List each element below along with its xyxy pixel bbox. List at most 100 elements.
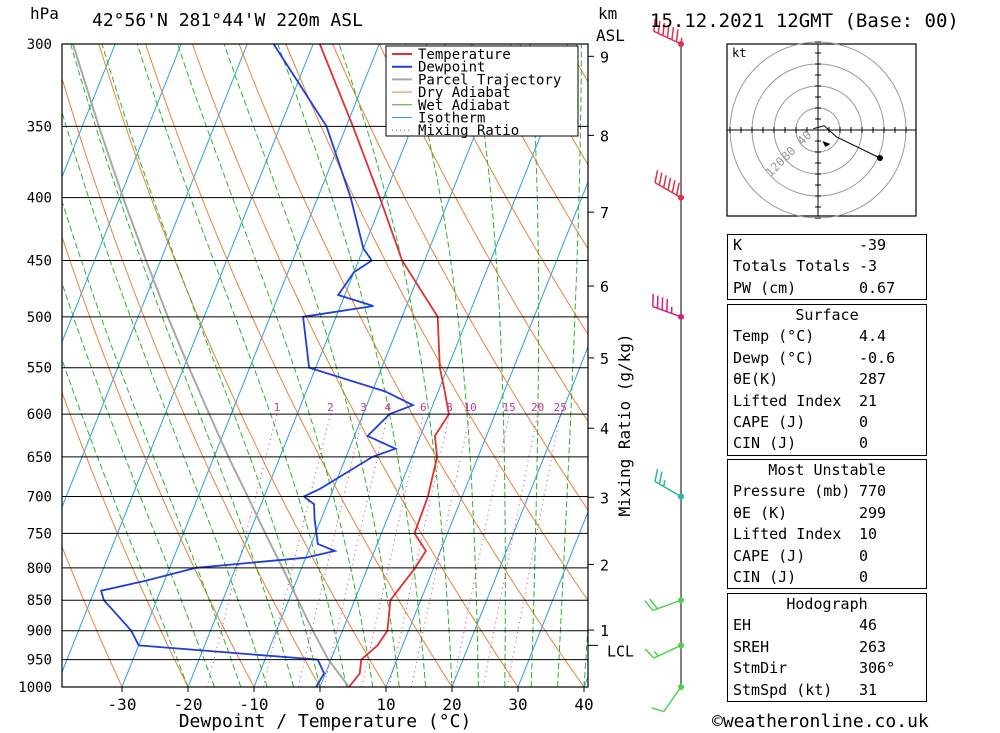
- row-label: CIN (J): [733, 434, 797, 453]
- legend-entry: Dry Adiabat: [418, 85, 511, 101]
- row-value: 263: [859, 637, 887, 656]
- mixing-ratio-line: [452, 414, 510, 687]
- wind-barb-flag: [675, 29, 679, 42]
- plot-border: [61, 43, 589, 688]
- wind-barb-flag: [658, 471, 663, 485]
- surface-title: Surface: [795, 306, 859, 324]
- wind-barb-flag: [671, 27, 675, 40]
- pressure-tick-label: 600: [27, 407, 52, 423]
- wet-adiabat-line: [70, 44, 295, 687]
- wet-adiabat-line: [223, 44, 400, 687]
- most-unstable-box: Most Unstable Pressure (mb) 770 θE (K) 299 L…: [727, 459, 927, 590]
- surface-row: CAPE (J) 0: [728, 412, 926, 433]
- row-value: 0: [859, 434, 869, 453]
- dry-adiabat-line: [62, 545, 123, 687]
- wind-barb-half-flag: [653, 650, 659, 657]
- totals-row: Totals Totals -3: [728, 256, 926, 277]
- pressure-tick-label: 500: [27, 310, 52, 326]
- pw-value: 0.67: [859, 278, 896, 297]
- wind-barb-flag: [675, 182, 680, 196]
- isotherm-line: [62, 44, 116, 179]
- wind-barb-flag: [654, 468, 659, 482]
- surface-box: Surface Temp (°C) 4.4 Dewp (°C) -0.6 θE(K) 28…: [727, 304, 927, 456]
- legend-entry: Wet Adiabat: [418, 98, 511, 114]
- hodograph-box-row: StmSpd (kt) 31: [728, 680, 926, 701]
- dry-adiabat-line: [378, 44, 588, 423]
- surface-row: Dewp (°C) -0.6: [728, 348, 926, 369]
- wind-barb-flag: [644, 600, 654, 611]
- wind-barb-flag: [658, 172, 663, 186]
- wet-adiabat-line: [470, 44, 506, 687]
- surface-row: Lifted Index 21: [728, 391, 926, 412]
- isotherm-line: [517, 510, 588, 687]
- sounding-lines: [72, 44, 450, 687]
- wind-barb-flag: [651, 707, 665, 713]
- row-label: StmDir: [733, 659, 788, 678]
- row-value: 4.4: [859, 327, 887, 346]
- wind-barb-flag: [666, 25, 670, 38]
- wind-profile: [644, 18, 684, 713]
- hodograph-box-row: SREH 263: [728, 637, 926, 658]
- wind-barb-staff: [653, 644, 682, 659]
- row-value: 0: [859, 567, 869, 586]
- pressure-unit-label: hPa: [30, 4, 59, 23]
- copyright-text: ©weatheronline.co.uk: [712, 711, 929, 732]
- km-label: km: [598, 4, 618, 23]
- k-index-value: -39: [859, 236, 887, 254]
- mixing-ratio-tick-label: 25: [554, 401, 567, 414]
- indices-box: K -39 Totals Totals -3 PW (cm) 0.67: [727, 234, 927, 301]
- legend-entry: Parcel Trajectory: [418, 72, 561, 88]
- height-tick-label: 2: [600, 556, 609, 574]
- row-value: 21: [859, 391, 878, 410]
- legend-entry: Dewpoint: [418, 60, 485, 76]
- row-label: Lifted Index: [733, 391, 842, 410]
- lcl-label: LCL: [607, 642, 634, 660]
- dry-adiabat-line: [191, 44, 519, 687]
- row-label: CAPE (J): [733, 412, 806, 431]
- mixing-ratio-axis-title: Mixing Ratio (g/kg): [615, 333, 634, 516]
- dry-adiabat-line: [98, 44, 387, 687]
- hodograph-box-row: StmDir 306°: [728, 658, 926, 679]
- wind-barb-flag: [653, 18, 657, 32]
- location-title: 42°56'N 281°44'W 220m ASL: [92, 10, 363, 31]
- wind-barb-flag: [667, 177, 672, 191]
- most-unstable-title: Most Unstable: [768, 461, 886, 479]
- mixing-ratio-line: [482, 414, 539, 687]
- row-value: 0: [859, 546, 869, 565]
- isotherm-line: [62, 44, 314, 674]
- mixing-ratio-tick-label: 1: [274, 401, 281, 414]
- wind-barb-flag: [654, 170, 659, 183]
- pressure-tick-label: 700: [27, 490, 52, 506]
- row-label: EH: [733, 616, 752, 635]
- height-tick-label: 8: [600, 127, 609, 145]
- mixing-ratio-tick-label: 20: [531, 401, 544, 414]
- isotherm-line: [385, 180, 588, 687]
- storm-motion-arrow: [822, 141, 831, 147]
- wet-adiabat-line: [557, 44, 582, 687]
- temperature-tick-label: -10: [240, 695, 269, 714]
- height-tick-label: 6: [600, 278, 609, 296]
- height-tick-label: 1: [600, 622, 609, 640]
- pressure-tick-label: 800: [27, 561, 52, 577]
- x-axis-title: Dewpoint / Temperature (°C): [179, 711, 472, 732]
- row-value: 46: [859, 616, 878, 635]
- hodograph-box: Hodograph EH 46 SREH 263 StmDir 306° StmSpd (k…: [727, 593, 927, 702]
- mixing-ratio-tick-label: 2: [327, 401, 334, 414]
- mixing-ratio-line: [206, 414, 278, 687]
- temperature-line: [318, 44, 450, 687]
- pressure-tick-label: 400: [27, 191, 52, 207]
- surface-row: Temp (°C) 4.4: [728, 326, 926, 347]
- pressure-tick-label: 450: [27, 254, 52, 270]
- pw-label: PW (cm): [733, 278, 797, 297]
- isotherm-line: [319, 44, 578, 687]
- pressure-tick-label: 750: [27, 526, 52, 542]
- wind-barb-flag: [657, 20, 661, 34]
- dry-adiabat-line: [145, 44, 453, 687]
- most-unstable-row: θE (K) 299: [728, 503, 926, 524]
- row-value: 31: [859, 680, 878, 699]
- axis-labels: 1 2 3 4 6 8 10 15 20 2530035040045050055060065070…: [18, 37, 634, 732]
- dry-adiabat-line: [238, 44, 585, 687]
- pressure-tick-label: 850: [27, 593, 52, 609]
- height-tick-label: 3: [600, 489, 609, 507]
